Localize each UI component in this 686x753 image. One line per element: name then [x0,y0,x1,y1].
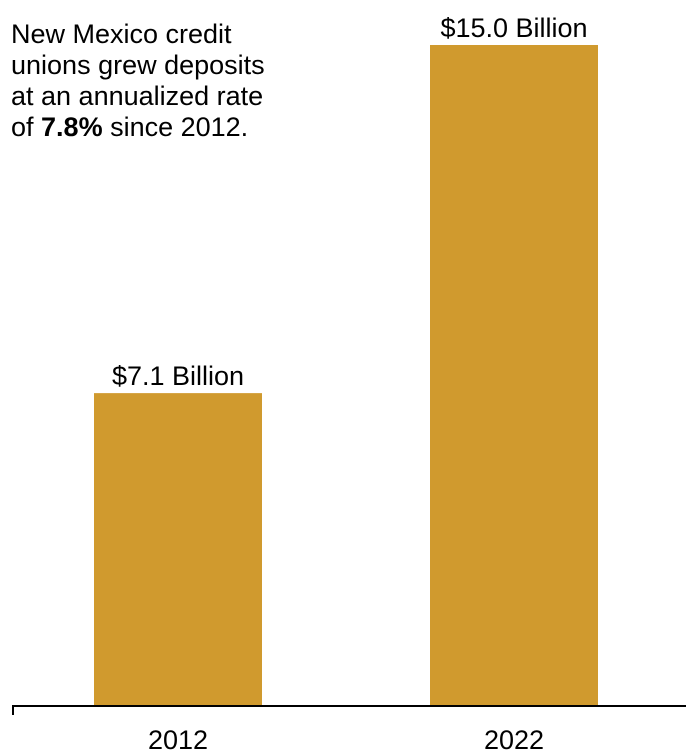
x-tick-label-2012: 2012 [148,725,208,753]
data-label-2012: $7.1 Billion [112,361,244,391]
bar-2022 [430,45,598,706]
annotation-line-3: at an annualized rate [11,81,264,111]
annotation-line-4-suffix: since 2012. [102,112,249,142]
chart-annotation: New Mexico credit unions grew deposits a… [11,19,341,143]
x-tick-label-2022: 2022 [484,725,544,753]
annotation-growth-rate: 7.8% [41,112,103,142]
annotation-line-2: unions grew deposits [11,50,265,80]
annotation-line-4-prefix: of [11,112,42,142]
data-label-2022: $15.0 Billion [440,13,587,43]
annotation-line-1: New Mexico credit [11,19,232,49]
annotation-line-4: of 7.8% since 2012. [11,112,341,143]
bar-2012 [94,393,262,706]
